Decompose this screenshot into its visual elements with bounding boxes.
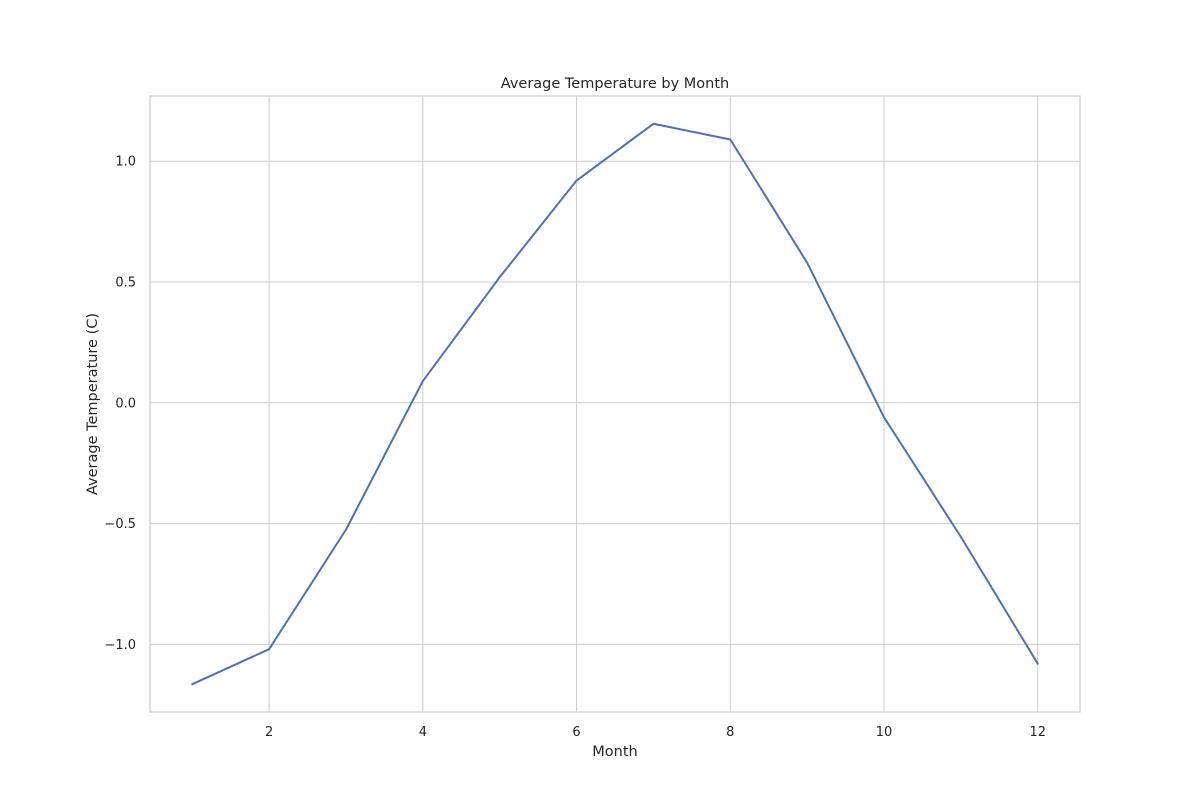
series-group bbox=[191, 122, 1039, 686]
chart-title: Average Temperature by Month bbox=[501, 76, 729, 92]
y-tick-label: −1.0 bbox=[104, 638, 136, 653]
plot-frame bbox=[149, 95, 1081, 713]
y-axis-label: Average Temperature (C) bbox=[85, 313, 101, 495]
x-tick-label: 4 bbox=[419, 725, 427, 740]
y-tick-label: −0.5 bbox=[104, 517, 136, 532]
x-tick-label: 6 bbox=[572, 725, 580, 740]
x-tick-label: 10 bbox=[876, 725, 893, 740]
x-tick-label: 12 bbox=[1029, 725, 1046, 740]
x-tick-labels: 2 4 6 8 10 12 bbox=[265, 725, 1046, 740]
x-tick-label: 2 bbox=[265, 725, 273, 740]
x-tick-label: 8 bbox=[726, 725, 734, 740]
y-tick-labels: −1.0 −0.5 0.0 0.5 1.0 bbox=[104, 155, 136, 653]
y-tick-label: 0.0 bbox=[115, 396, 136, 411]
y-tick-label: 1.0 bbox=[115, 155, 136, 170]
y-tick-label: 0.5 bbox=[115, 276, 136, 291]
x-axis-label: Month bbox=[592, 744, 637, 760]
temperature-series-line bbox=[191, 122, 1039, 686]
grid-lines bbox=[150, 96, 1080, 712]
